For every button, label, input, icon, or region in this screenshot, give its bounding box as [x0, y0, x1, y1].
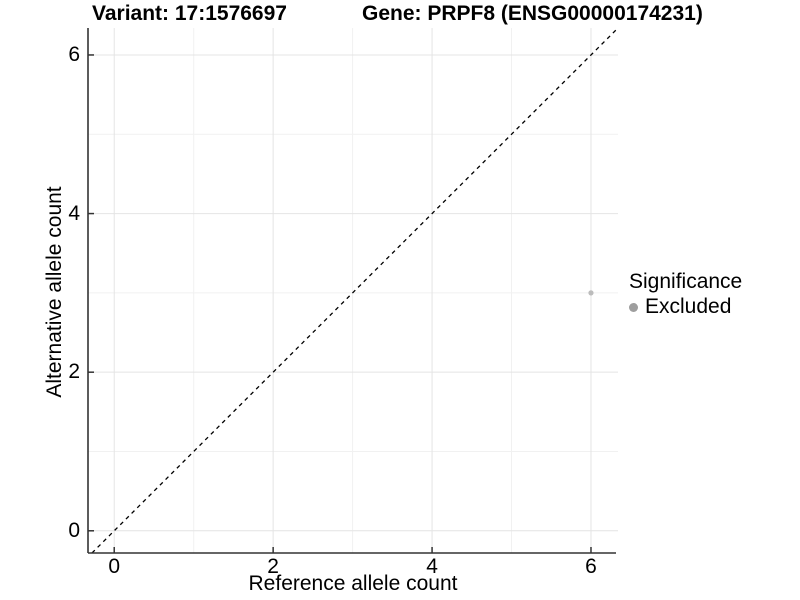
data-point [588, 290, 594, 296]
identity-line [91, 27, 619, 554]
x-tick-label: 4 [426, 555, 438, 578]
y-tick-label: 2 [68, 360, 80, 384]
x-tick-label: 6 [585, 555, 597, 578]
y-tick-label: 4 [68, 201, 80, 225]
legend-entry-excluded: Excluded [629, 295, 742, 319]
legend: Significance Excluded [629, 270, 742, 319]
y-tick-label: 0 [68, 518, 80, 542]
x-tick-label: 2 [267, 555, 279, 578]
x-tick-label: 0 [108, 555, 121, 578]
legend-point-icon [629, 302, 638, 312]
variant-title: Variant: 17:1576697 [92, 2, 287, 25]
legend-title: Significance [629, 270, 743, 293]
gene-title: Gene: PRPF8 (ENSG00000174231) [362, 2, 703, 25]
x-axis-title: Reference allele count [248, 572, 458, 595]
y-tick-label: 6 [68, 42, 80, 66]
legend-entry-label: Excluded [645, 295, 732, 318]
y-axis-title: Alternative allele count [43, 186, 66, 398]
